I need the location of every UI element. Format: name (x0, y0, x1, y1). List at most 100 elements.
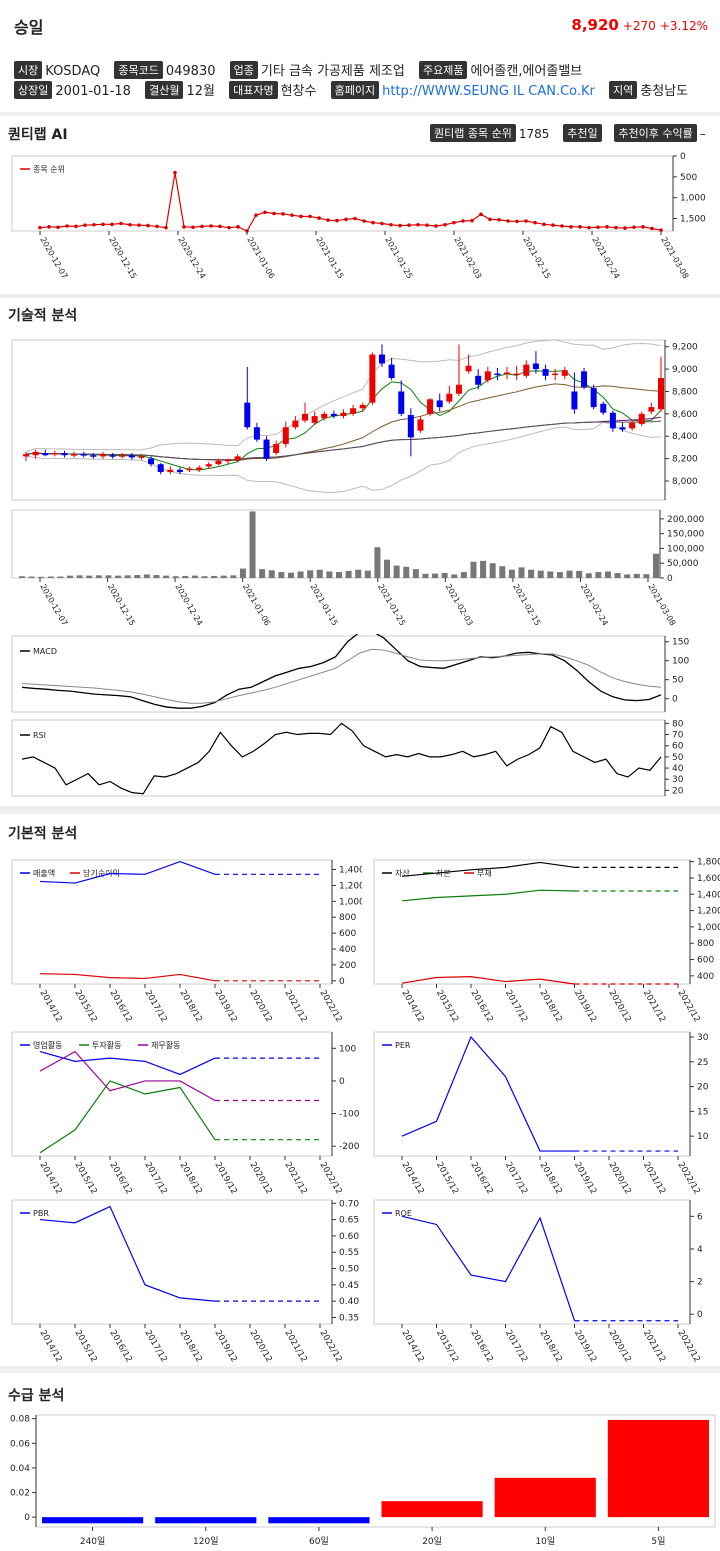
y-tick-label: 1,200 (339, 881, 362, 891)
x-tick-label: 2014/12 (37, 1329, 63, 1365)
candle-body (90, 455, 97, 457)
volume-bar (268, 570, 275, 578)
volume-bar (115, 575, 122, 578)
x-tick-label: 2021/12 (641, 1329, 667, 1365)
stock-name: 승일 (14, 18, 44, 37)
supply-bar (155, 1517, 257, 1524)
y-tick-label: 0 (697, 1310, 703, 1320)
x-tick-label: 2015/12 (72, 1161, 98, 1197)
y-tick-label: 0.40 (339, 1297, 359, 1307)
homepage-link[interactable]: http://WWW.SEUNG IL CAN.Co.Kr (382, 84, 595, 99)
candlestick-chart: 8,000 8,200 8,400 8,600 8,800 9,000 9,200 (11, 339, 698, 501)
rank-point (146, 223, 150, 228)
plot-frame (11, 339, 666, 501)
listing-date-tag: 상장일 (14, 81, 53, 99)
y-tick-label: 0.65 (339, 1216, 359, 1226)
x-tick-label: 2014/12 (37, 989, 63, 1025)
series-매출액 (39, 860, 216, 884)
rank-point (659, 228, 663, 232)
rank-point (191, 225, 195, 230)
volume-bar (95, 575, 102, 578)
roe-chart: 0 2 4 6 ROE 2014/12 2015/12 2016/12 2017/12 2018/… (373, 1199, 703, 1365)
y-tick-label: -200 (339, 1142, 360, 1152)
y-tick-label: 0.50 (339, 1265, 359, 1275)
x-tick-label: 2021/12 (641, 989, 667, 1025)
plot-frame (11, 509, 661, 579)
technical-title: 기술적 분석 (8, 308, 78, 324)
price-change-pct: +3.12% (659, 19, 708, 33)
y-tick-label: 150,000 (667, 530, 704, 540)
candle-body (225, 459, 232, 462)
stock-header: 승일 8,920 +270 +3.12% 시장 KOSDAQ 종목코드 049830 업… (0, 0, 720, 112)
rank-point (83, 223, 87, 227)
volume-bar (67, 575, 74, 578)
candle-body (475, 375, 482, 385)
series-당기순이익 (39, 973, 216, 982)
legend-label: 매출액 (33, 868, 55, 878)
volume-bar (422, 573, 429, 578)
volume-bar (508, 569, 515, 578)
candle-body (581, 371, 588, 387)
volume-bar (499, 566, 506, 578)
y-tick-label: 8,000 (672, 477, 698, 487)
legend-label: PBR (33, 1209, 49, 1218)
candle-body (552, 373, 559, 376)
volume-bar (191, 575, 198, 578)
x-tick-label: 2020/12 (247, 989, 273, 1025)
candle-body (61, 453, 68, 456)
rec-return-tag: 추천이후 수익률 (614, 124, 697, 142)
y-tick-label: 50 (672, 753, 684, 763)
x-tick-label: 2018/12 (537, 1329, 563, 1365)
candle-body (571, 391, 578, 410)
info-row-1: 시장 KOSDAQ 종목코드 049830 업종 기타 금속 가공제품 제조업 주요제… (14, 60, 592, 79)
volume-bar (451, 574, 458, 578)
volume-bar (614, 572, 621, 578)
technical-card: 기술적 분석 8,000 8,200 8,400 8,600 8,800 9,000 9,2… (0, 298, 720, 806)
y-tick-label: 20 (672, 786, 684, 796)
volume-bar (653, 553, 659, 578)
info-row-2: 상장일 2001-01-18 결산월 12월 대표자명 현창수 홈페이지 http://… (14, 80, 698, 99)
volume-bar (355, 569, 362, 578)
rank-point (470, 218, 474, 223)
volume-bar (604, 571, 611, 578)
candle-body (638, 413, 645, 424)
y-tick-label: 600 (697, 956, 714, 966)
candle-body (311, 416, 318, 423)
volume-bar (441, 572, 448, 578)
x-tick-label: 2014/12 (399, 1161, 425, 1197)
x-tick-label: 20일 (422, 1536, 442, 1547)
rank-tag: 퀀티랩 종목 순위 (430, 124, 516, 142)
volume-bar (345, 570, 352, 578)
candle-body (128, 455, 135, 458)
rank-point (272, 211, 276, 216)
candle-body (523, 364, 530, 376)
candle-body (23, 454, 29, 457)
x-tick-label: 2017/12 (503, 1161, 529, 1197)
volume-bar (460, 572, 467, 578)
x-tick-label: 2016/12 (107, 989, 133, 1025)
supply-bar (268, 1517, 370, 1524)
supply-title: 수급 분석 (8, 1388, 65, 1404)
y-tick-label: 0.35 (339, 1313, 359, 1323)
candle-body (51, 453, 58, 455)
volume-bar (19, 576, 25, 578)
y-tick-label: 50 (672, 676, 684, 686)
volume-bar (384, 559, 391, 578)
x-tick-label: 120일 (193, 1536, 218, 1547)
legend-label: 영업활동 (33, 1040, 62, 1050)
volume-bar (134, 575, 141, 578)
x-tick-label: 10일 (535, 1536, 555, 1547)
y-tick-label: 1,000 (680, 194, 706, 204)
bollinger-lower (25, 421, 662, 493)
y-tick-label: 0.02 (10, 1489, 30, 1499)
x-tick-label: 2019/12 (572, 1161, 598, 1197)
volume-bar (28, 576, 35, 578)
rank-point (650, 226, 654, 231)
x-tick-label: 2015/12 (434, 1329, 460, 1365)
volume-bar (393, 565, 400, 578)
y-tick-label: 200,000 (667, 515, 704, 525)
series-부채 (401, 976, 575, 985)
candle-body (532, 363, 539, 370)
series-PBR (39, 1205, 216, 1302)
rank-point (128, 222, 132, 227)
